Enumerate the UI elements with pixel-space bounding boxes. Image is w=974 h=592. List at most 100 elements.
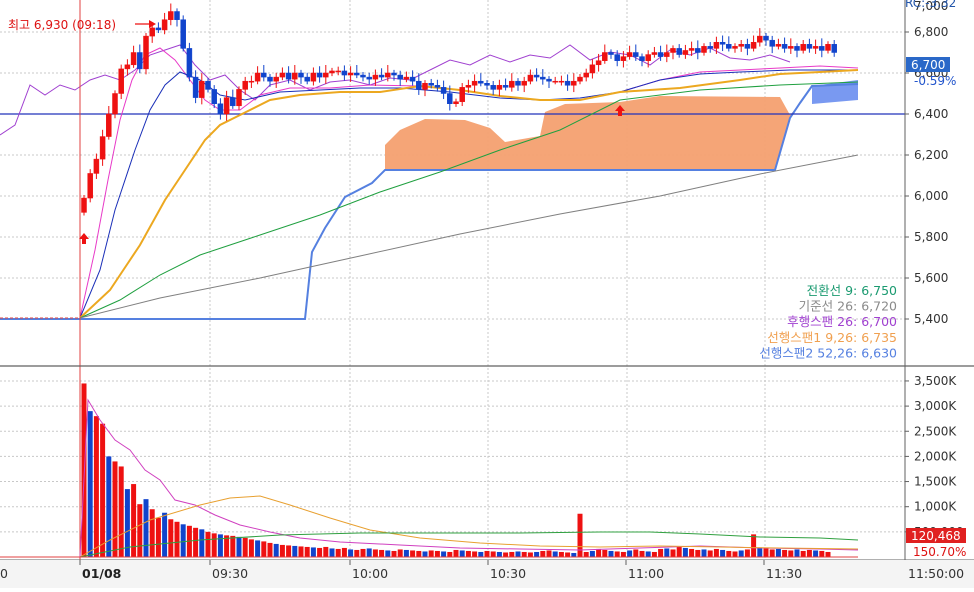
volume-bar [695, 549, 701, 557]
candle-up [149, 27, 155, 37]
volume-tick-label: 2,500K [914, 424, 957, 438]
volume-bar [329, 548, 335, 557]
candle-down [695, 48, 701, 53]
volume-bar [806, 549, 812, 557]
volume-bar [447, 551, 453, 557]
candle-up [471, 80, 478, 86]
current-volume-label: 120,468 [911, 529, 961, 543]
volume-bar [602, 549, 608, 557]
volume-bar [670, 549, 676, 557]
legend-entry: 선행스팬2 52,26: 6,630 [759, 345, 897, 360]
candle-up [775, 44, 782, 47]
candle-down [781, 44, 788, 49]
candle-down [211, 89, 217, 105]
volume-bar [224, 535, 230, 557]
candle-up [577, 76, 583, 82]
candle-up [168, 11, 174, 20]
volume-bar [261, 541, 267, 557]
x-tick-label: 01/08 [82, 566, 121, 581]
buy-signal-arrow [615, 105, 625, 116]
candle-up [106, 113, 112, 137]
volume-bar [819, 550, 825, 557]
volume-bar [565, 552, 571, 557]
volume-bar [292, 545, 298, 557]
volume-bar [137, 504, 143, 557]
candle-up [788, 46, 794, 49]
ma-grey-line [79, 154, 859, 319]
volume-tick-label: 3,000K [914, 399, 957, 413]
span-b-line [0, 83, 859, 320]
volume-bar [788, 550, 794, 557]
candle-down [304, 76, 310, 82]
candle-down [657, 52, 664, 57]
volume-bar [118, 466, 124, 557]
candle-down [217, 103, 224, 115]
candle-down [533, 74, 540, 78]
volume-bar [744, 549, 750, 557]
volume-tick-label: 1,000K [914, 500, 957, 514]
y-tick-label: 6,400 [914, 107, 948, 121]
volume-bar [310, 547, 316, 557]
candle-down [316, 72, 323, 78]
candle-up [310, 72, 317, 82]
volume-bar [248, 539, 254, 557]
x-tick-label: 09:30 [212, 566, 248, 581]
x-tick-label: 11:00 [628, 566, 664, 581]
candle-down [397, 74, 403, 80]
volume-bar [552, 551, 558, 557]
volume-bar [738, 550, 744, 557]
volume-ma-mid [79, 495, 859, 558]
volume-bar [540, 550, 546, 557]
volume-bar [732, 551, 738, 557]
legend-entry: 기준선 26: 6,720 [799, 299, 897, 314]
volume-bar [168, 519, 174, 557]
volume-bar [558, 551, 564, 557]
candle-up [812, 46, 819, 49]
candle-up [509, 80, 515, 88]
candle-up [118, 68, 124, 94]
volume-bar [211, 533, 217, 557]
volume-bar [577, 513, 583, 557]
candle-up [87, 173, 93, 199]
candle-up [223, 97, 230, 115]
candle-up [143, 35, 149, 70]
volume-bar [100, 423, 106, 557]
candle-up [589, 64, 596, 74]
candle-up [279, 72, 286, 78]
candle-down [440, 87, 447, 94]
candle-up [236, 89, 242, 107]
volume-bar [149, 509, 155, 557]
candle-down [360, 74, 366, 78]
volume-bar [726, 550, 732, 557]
candle-down [447, 93, 453, 104]
candle-up [750, 42, 757, 49]
volume-bar [484, 550, 490, 557]
volume-bar [472, 551, 478, 557]
candle-up [583, 72, 589, 78]
candle-up [626, 52, 633, 57]
candle-up [385, 72, 391, 78]
volume-bar [608, 550, 614, 557]
candle-down [726, 44, 732, 49]
candle-down [719, 42, 726, 45]
candle-up [254, 72, 261, 82]
current-price-label: 6,700 [911, 58, 945, 72]
candle-up [335, 70, 341, 73]
candle-down [186, 48, 193, 78]
volume-bar [422, 551, 428, 557]
candle-down [285, 72, 292, 80]
candle-up [496, 85, 503, 90]
volume-tick-label: 3,500K [914, 374, 957, 388]
volume-bar [217, 534, 223, 557]
volume-bar [546, 550, 552, 557]
volume-bar [106, 456, 112, 557]
volume-bar [397, 549, 403, 557]
x-tick-label: 11:50:00 [908, 566, 964, 581]
volume-bar [155, 517, 161, 557]
volume-bar [255, 540, 261, 557]
candle-up [112, 93, 118, 115]
candle-up [273, 76, 279, 82]
